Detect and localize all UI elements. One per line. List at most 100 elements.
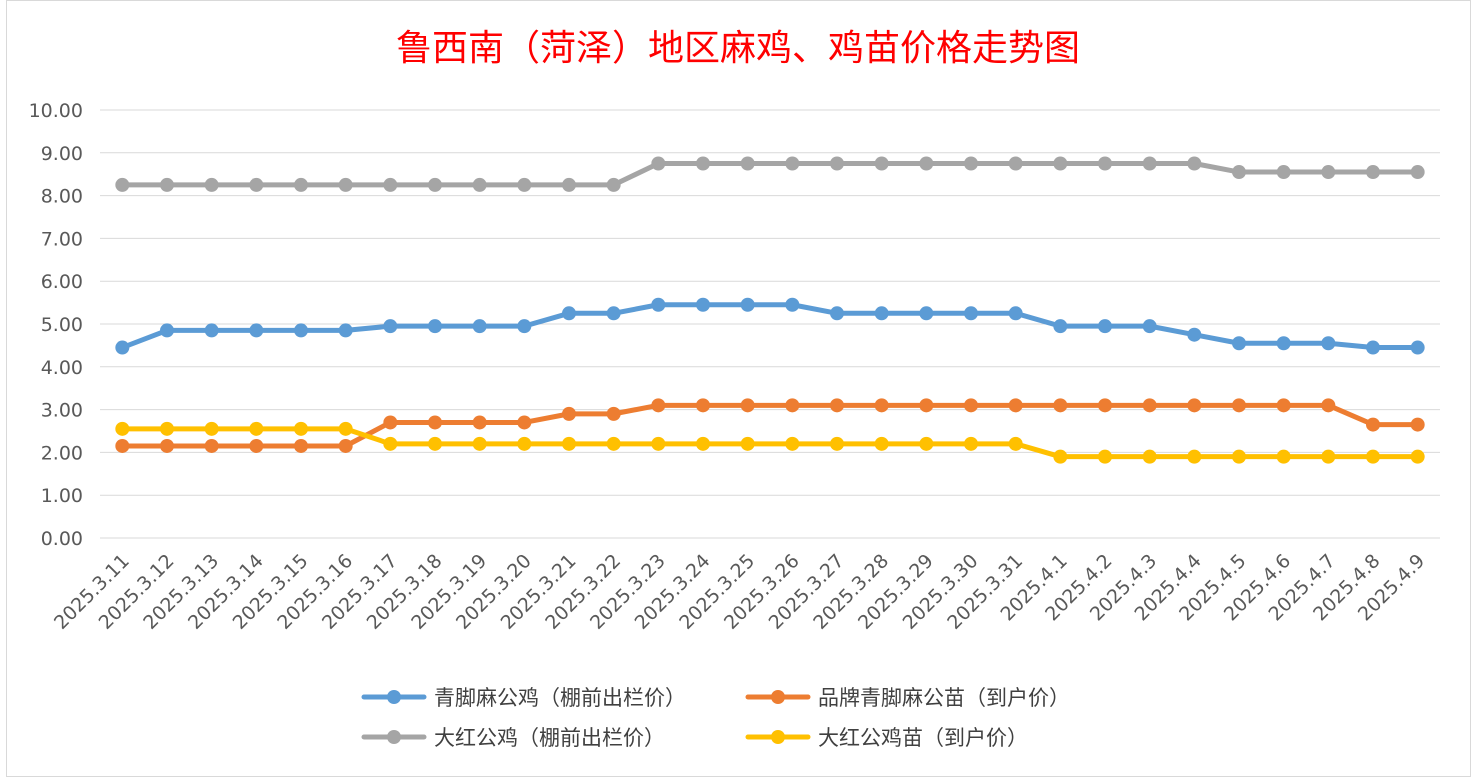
data-point [472,319,487,334]
data-point [562,406,576,421]
data-point [383,436,398,451]
data-point [1232,336,1246,351]
data-point [115,177,130,192]
data-point [204,438,219,453]
data-point [338,323,353,338]
legend-label: 大红公鸡（棚前出栏价） [434,726,665,750]
data-point [651,436,666,451]
series-lines [115,156,1425,464]
legend-swatch-marker [387,690,401,704]
y-tick-label: 1.00 [41,485,83,507]
data-point [1053,319,1068,334]
data-point [740,297,755,312]
series-line [119,402,1421,449]
y-axis-tick-labels: 0.00 1.00 2.00 3.00 4.00 5.00 6.00 7.00 8.00 9.00… [29,100,83,550]
data-point [1098,398,1112,413]
series-line [119,426,1421,460]
data-point [1232,165,1246,180]
legend-label: 青脚麻公鸡（棚前出栏价） [434,686,686,710]
data-point [517,319,532,334]
legend-swatch-marker [771,730,785,744]
y-tick-label: 4.00 [41,357,83,379]
data-point [1008,306,1023,321]
data-point [1008,436,1023,451]
data-point [1276,336,1291,351]
legend-label: 品牌青脚麻公苗（到户价） [818,686,1070,710]
series-3 [115,156,1425,192]
data-point [964,306,978,321]
data-point [696,398,710,413]
y-tick-label: 8.00 [41,186,83,208]
data-point [517,177,532,192]
series-4 [115,421,1425,464]
data-point [696,297,710,312]
data-point [160,421,174,436]
data-point [249,421,264,436]
data-point [874,156,889,171]
data-point [338,438,353,453]
series-line [119,302,1421,351]
data-point [1098,449,1112,464]
data-point [428,415,442,430]
data-point [1098,319,1112,334]
data-point [1366,165,1380,180]
data-point [1321,449,1336,464]
data-point [696,436,710,451]
data-point [651,398,666,413]
data-point [294,438,308,453]
data-point [338,421,353,436]
data-point [830,398,844,413]
data-point [1098,156,1112,171]
data-point [160,323,174,338]
data-point [1008,156,1023,171]
data-point [919,436,934,451]
data-point [249,323,264,338]
data-point [472,436,487,451]
data-point [606,436,621,451]
data-point [383,177,398,192]
data-point [294,177,308,192]
data-point [1142,398,1157,413]
data-point [1187,327,1202,342]
data-point [1410,449,1425,464]
data-point [1142,156,1157,171]
data-point [606,406,621,421]
data-point [1142,319,1157,334]
data-point [472,415,487,430]
data-point [383,415,398,430]
data-point [830,306,844,321]
data-point [651,156,666,171]
data-point [1366,449,1380,464]
data-point [651,297,666,312]
data-point [1053,449,1068,464]
series-1 [115,297,1425,355]
legend: 青脚麻公鸡（棚前出栏价） 品牌青脚麻公苗（到户价） 大红公鸡（棚前出栏价） 大红公鸡苗… [361,686,1070,750]
data-point [785,436,800,451]
data-point [1232,449,1246,464]
data-point [606,177,621,192]
data-point [1366,340,1380,355]
data-point [740,156,755,171]
data-point [785,297,800,312]
data-point [785,398,800,413]
data-point [1276,449,1291,464]
series-2 [115,398,1425,453]
gridlines [100,109,1440,539]
data-point [1410,165,1425,180]
legend-label: 大红公鸡苗（到户价） [818,726,1028,750]
y-tick-label: 2.00 [41,442,83,464]
data-point [428,319,442,334]
data-point [1187,156,1202,171]
data-point [562,306,576,321]
data-point [517,436,532,451]
data-point [383,319,398,334]
data-point [294,323,308,338]
data-point [1276,398,1291,413]
data-point [472,177,487,192]
data-point [1366,417,1380,432]
data-point [919,398,934,413]
data-point [160,177,174,192]
data-point [964,398,978,413]
data-point [1008,398,1023,413]
